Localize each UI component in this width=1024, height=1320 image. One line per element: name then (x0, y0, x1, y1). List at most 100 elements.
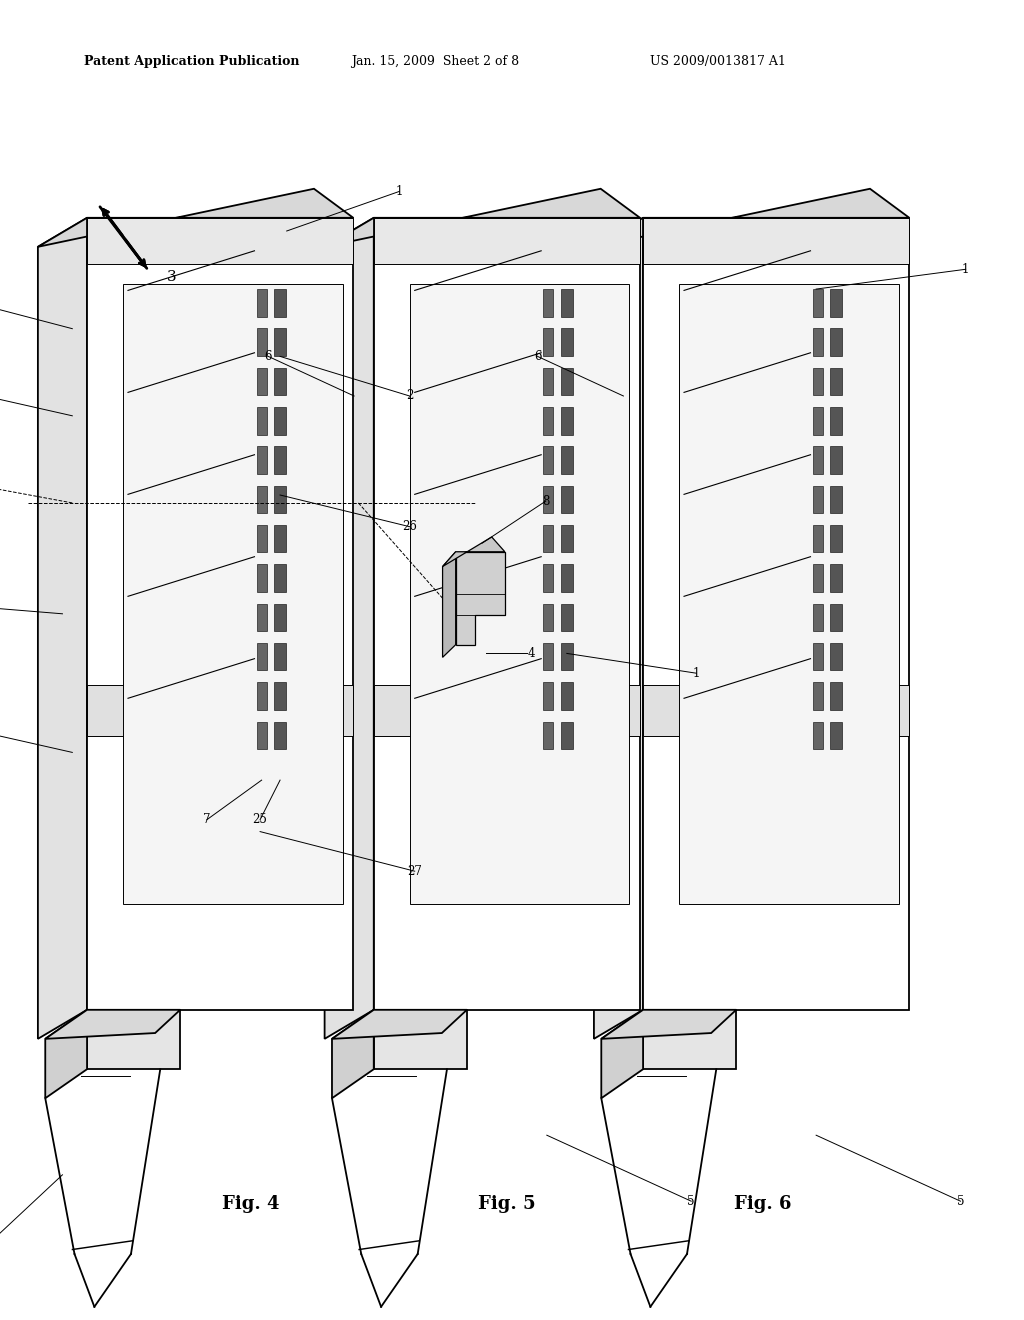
Polygon shape (256, 525, 266, 553)
Polygon shape (561, 407, 573, 434)
Polygon shape (813, 289, 823, 317)
Polygon shape (829, 525, 842, 553)
Text: 5: 5 (956, 1195, 965, 1208)
Text: 27: 27 (408, 865, 422, 878)
Text: 6: 6 (264, 350, 272, 363)
Polygon shape (543, 446, 553, 474)
Polygon shape (45, 1010, 180, 1039)
Polygon shape (813, 407, 823, 434)
Text: Fig. 5: Fig. 5 (478, 1195, 536, 1213)
Polygon shape (332, 1010, 467, 1039)
Polygon shape (256, 446, 266, 474)
Text: 25: 25 (253, 813, 267, 826)
Polygon shape (325, 218, 374, 1039)
Polygon shape (813, 446, 823, 474)
Polygon shape (410, 284, 629, 904)
Polygon shape (256, 643, 266, 671)
Polygon shape (87, 1010, 180, 1069)
Polygon shape (442, 552, 456, 657)
Polygon shape (561, 525, 573, 553)
Polygon shape (456, 552, 505, 644)
Polygon shape (543, 682, 553, 710)
Polygon shape (813, 682, 823, 710)
Polygon shape (543, 722, 553, 750)
Polygon shape (561, 446, 573, 474)
Polygon shape (561, 486, 573, 513)
Polygon shape (374, 218, 640, 1010)
Polygon shape (829, 446, 842, 474)
Polygon shape (374, 685, 640, 737)
Text: 3: 3 (167, 271, 176, 284)
Polygon shape (561, 682, 573, 710)
Polygon shape (87, 685, 353, 737)
Polygon shape (561, 722, 573, 750)
Text: Patent Application Publication: Patent Application Publication (84, 55, 299, 69)
Text: 1: 1 (395, 185, 403, 198)
Polygon shape (829, 564, 842, 591)
Text: 1: 1 (962, 263, 970, 276)
Polygon shape (543, 564, 553, 591)
Polygon shape (543, 289, 553, 317)
Polygon shape (38, 218, 87, 1039)
Polygon shape (813, 486, 823, 513)
Polygon shape (87, 218, 353, 1010)
Polygon shape (561, 368, 573, 395)
Polygon shape (442, 537, 505, 566)
Polygon shape (274, 722, 287, 750)
Polygon shape (813, 329, 823, 356)
Text: 4: 4 (527, 647, 535, 660)
Polygon shape (561, 603, 573, 631)
Polygon shape (256, 329, 266, 356)
Polygon shape (594, 189, 909, 247)
Polygon shape (829, 722, 842, 750)
Polygon shape (87, 218, 353, 264)
Text: 8: 8 (542, 495, 550, 508)
Text: 26: 26 (402, 520, 417, 533)
Text: 2: 2 (406, 389, 414, 403)
Polygon shape (274, 407, 287, 434)
Polygon shape (274, 643, 287, 671)
Polygon shape (601, 1010, 643, 1098)
Polygon shape (813, 525, 823, 553)
Polygon shape (813, 564, 823, 591)
Polygon shape (38, 189, 353, 247)
Text: Fig. 6: Fig. 6 (734, 1195, 792, 1213)
Polygon shape (543, 486, 553, 513)
Polygon shape (274, 446, 287, 474)
Polygon shape (274, 603, 287, 631)
Polygon shape (274, 329, 287, 356)
Polygon shape (256, 682, 266, 710)
Polygon shape (829, 486, 842, 513)
Polygon shape (274, 564, 287, 591)
Polygon shape (374, 1010, 467, 1069)
Polygon shape (256, 407, 266, 434)
Polygon shape (813, 643, 823, 671)
Polygon shape (274, 289, 287, 317)
Polygon shape (829, 407, 842, 434)
Polygon shape (829, 643, 842, 671)
Polygon shape (543, 368, 553, 395)
Polygon shape (643, 218, 909, 1010)
Text: 5: 5 (687, 1195, 695, 1208)
Polygon shape (256, 368, 266, 395)
Polygon shape (332, 1010, 374, 1098)
Polygon shape (543, 525, 553, 553)
Polygon shape (643, 1010, 736, 1069)
Polygon shape (829, 368, 842, 395)
Polygon shape (679, 284, 899, 904)
Text: Fig. 4: Fig. 4 (222, 1195, 280, 1213)
Polygon shape (256, 486, 266, 513)
Polygon shape (543, 407, 553, 434)
Polygon shape (123, 284, 342, 904)
Polygon shape (561, 564, 573, 591)
Polygon shape (561, 329, 573, 356)
Polygon shape (543, 643, 553, 671)
Text: Jan. 15, 2009  Sheet 2 of 8: Jan. 15, 2009 Sheet 2 of 8 (351, 55, 519, 69)
Polygon shape (256, 603, 266, 631)
Polygon shape (256, 564, 266, 591)
Text: 1: 1 (692, 667, 700, 680)
Polygon shape (45, 1010, 87, 1098)
Polygon shape (601, 1010, 736, 1039)
Polygon shape (829, 289, 842, 317)
Polygon shape (643, 685, 909, 737)
